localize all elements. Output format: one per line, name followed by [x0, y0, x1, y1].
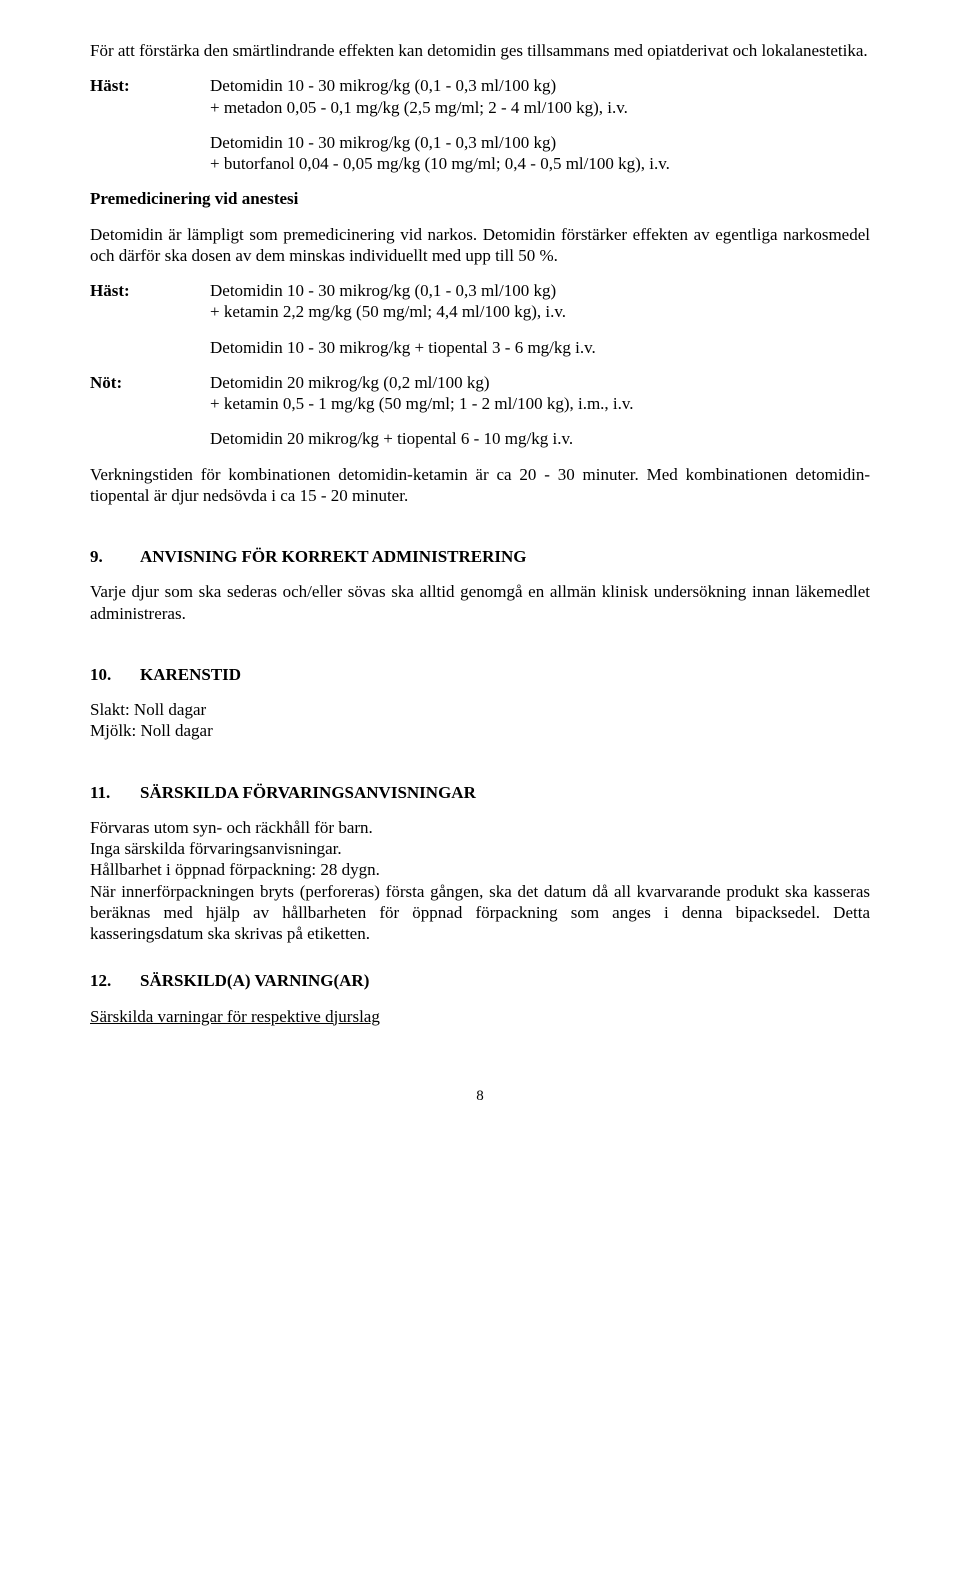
hast-label: Häst:	[90, 75, 210, 96]
premed-paragraph: Detomidin är lämpligt som premedicinerin…	[90, 224, 870, 267]
dosing-block-hast-2: Häst: Detomidin 10 - 30 mikrog/kg (0,1 -…	[90, 280, 870, 358]
section-number: 10.	[90, 664, 140, 685]
section-11-paragraph: När innerförpackningen bryts (perforeras…	[90, 881, 870, 945]
hast-label: Häst:	[90, 280, 210, 301]
dosing-content: Detomidin 10 - 30 mikrog/kg (0,1 - 0,3 m…	[210, 75, 870, 174]
section-9-heading: 9.ANVISNING FÖR KORREKT ADMINISTRERING	[90, 546, 870, 567]
section-10-line: Mjölk: Noll dagar	[90, 720, 870, 741]
section-title: SÄRSKILD(A) VARNING(AR)	[140, 971, 369, 990]
section-11-heading: 11.SÄRSKILDA FÖRVARINGSANVISNINGAR	[90, 782, 870, 803]
premed-heading: Premedicinering vid anestesi	[90, 188, 870, 209]
section-number: 11.	[90, 782, 140, 803]
dosing-line: Detomidin 10 - 30 mikrog/kg (0,1 - 0,3 m…	[210, 132, 870, 153]
dosing-line: + ketamin 2,2 mg/kg (50 mg/ml; 4,4 ml/10…	[210, 301, 870, 322]
dosing-line: + butorfanol 0,04 - 0,05 mg/kg (10 mg/ml…	[210, 153, 870, 174]
section-11-line: Hållbarhet i öppnad förpackning: 28 dygn…	[90, 859, 870, 880]
dosing-content: Detomidin 20 mikrog/kg (0,2 ml/100 kg) +…	[210, 372, 870, 450]
dosing-line: Detomidin 10 - 30 mikrog/kg (0,1 - 0,3 m…	[210, 280, 870, 301]
not-label: Nöt:	[90, 372, 210, 393]
dosing-block-not: Nöt: Detomidin 20 mikrog/kg (0,2 ml/100 …	[90, 372, 870, 450]
section-12-heading: 12.SÄRSKILD(A) VARNING(AR)	[90, 970, 870, 991]
section-12-subheading: Särskilda varningar för respektive djurs…	[90, 1006, 870, 1027]
section-10-heading: 10.KARENSTID	[90, 664, 870, 685]
dosing-line: Detomidin 20 mikrog/kg (0,2 ml/100 kg)	[210, 372, 870, 393]
dosing-line: Detomidin 10 - 30 mikrog/kg + tiopental …	[210, 337, 870, 358]
section-title: KARENSTID	[140, 665, 241, 684]
intro-paragraph: För att förstärka den smärtlindrande eff…	[90, 40, 870, 61]
section-number: 9.	[90, 546, 140, 567]
section-10-line: Slakt: Noll dagar	[90, 699, 870, 720]
duration-paragraph: Verkningstiden för kombinationen detomid…	[90, 464, 870, 507]
dosing-line: + ketamin 0,5 - 1 mg/kg (50 mg/ml; 1 - 2…	[210, 393, 870, 414]
dosing-line: Detomidin 20 mikrog/kg + tiopental 6 - 1…	[210, 428, 870, 449]
section-title: SÄRSKILDA FÖRVARINGSANVISNINGAR	[140, 783, 476, 802]
dosing-block-hast-1: Häst: Detomidin 10 - 30 mikrog/kg (0,1 -…	[90, 75, 870, 174]
section-number: 12.	[90, 970, 140, 991]
page-number: 8	[90, 1087, 870, 1106]
dosing-line: Detomidin 10 - 30 mikrog/kg (0,1 - 0,3 m…	[210, 75, 870, 96]
section-title: ANVISNING FÖR KORREKT ADMINISTRERING	[140, 547, 527, 566]
dosing-content: Detomidin 10 - 30 mikrog/kg (0,1 - 0,3 m…	[210, 280, 870, 358]
document-page: För att förstärka den smärtlindrande eff…	[0, 0, 960, 1572]
section-11-line: Förvaras utom syn- och räckhåll för barn…	[90, 817, 870, 838]
section-9-text: Varje djur som ska sederas och/eller söv…	[90, 581, 870, 624]
dosing-line: + metadon 0,05 - 0,1 mg/kg (2,5 mg/ml; 2…	[210, 97, 870, 118]
section-11-line: Inga särskilda förvaringsanvisningar.	[90, 838, 870, 859]
